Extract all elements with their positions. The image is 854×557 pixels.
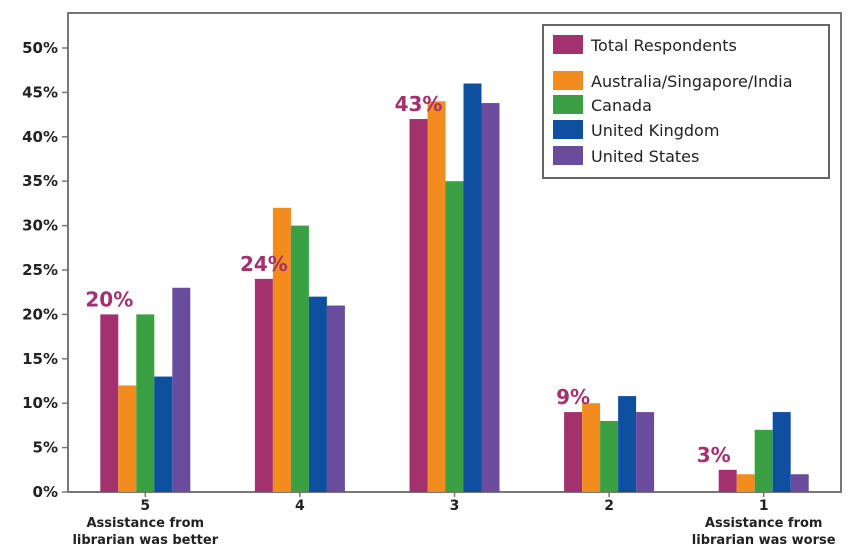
legend-label: United States [591, 147, 699, 166]
bar-1-4 [790, 474, 809, 492]
category-label: 1 [759, 498, 769, 514]
bar-2-0 [564, 412, 583, 492]
bar-4-4 [326, 305, 345, 492]
legend-label: Australia/Singapore/India [591, 72, 793, 91]
y-tick-label: 40% [22, 128, 58, 146]
bar-1-2 [754, 429, 773, 492]
data-label: 20% [85, 287, 133, 311]
bar-2-3 [618, 396, 637, 492]
bar-3-3 [463, 83, 482, 493]
y-tick-label: 30% [22, 217, 58, 235]
bar-3-0 [409, 119, 428, 492]
legend-swatch-0 [553, 35, 583, 54]
bar-3-1 [427, 101, 446, 492]
category-sublabel: librarian was better [72, 533, 218, 548]
bar-5-4 [172, 287, 191, 492]
y-tick-label: 25% [22, 261, 58, 279]
y-tick-label: 5% [33, 439, 58, 457]
y-tick-label: 10% [22, 394, 58, 412]
category-sublabel: Assistance from [87, 516, 205, 531]
bar-3-2 [445, 181, 464, 492]
y-tick-label: 15% [22, 350, 58, 368]
bar-5-0 [100, 314, 119, 492]
bar-5-2 [136, 314, 155, 492]
category-label: 4 [295, 498, 305, 514]
data-label: 43% [395, 92, 443, 116]
category-label: 3 [450, 498, 460, 514]
legend-box [542, 24, 830, 179]
category-label: 5 [140, 498, 150, 514]
bar-4-0 [254, 278, 273, 492]
bar-2-4 [636, 412, 655, 492]
y-tick-label: 50% [22, 39, 58, 57]
legend-swatch-4 [553, 146, 583, 165]
data-label: 3% [697, 443, 731, 467]
y-tick-label: 20% [22, 305, 58, 323]
bar-2-2 [600, 420, 619, 492]
legend-swatch-2 [553, 95, 583, 114]
data-label: 24% [240, 252, 288, 276]
bar-1-0 [718, 469, 737, 492]
bar-4-2 [290, 225, 309, 492]
data-label: 9% [556, 385, 590, 409]
legend-label: United Kingdom [591, 121, 719, 140]
y-tick-label: 0% [33, 483, 58, 501]
bar-5-3 [154, 376, 173, 492]
category-sublabel: Assistance from [705, 516, 823, 531]
bar-5-1 [118, 385, 137, 492]
bar-3-4 [481, 103, 500, 492]
bar-4-1 [272, 207, 291, 492]
bar-1-3 [772, 412, 791, 492]
bar-2-1 [582, 403, 601, 492]
y-tick-label: 45% [22, 83, 58, 101]
y-tick-label: 35% [22, 172, 58, 190]
legend-swatch-1 [553, 71, 583, 90]
bar-4-3 [308, 296, 327, 492]
category-sublabel: librarian was worse [692, 533, 836, 548]
legend-label: Canada [591, 96, 652, 115]
legend-swatch-3 [553, 120, 583, 139]
legend-label: Total Respondents [590, 36, 737, 55]
bar-1-1 [736, 474, 755, 492]
category-label: 2 [604, 498, 614, 514]
